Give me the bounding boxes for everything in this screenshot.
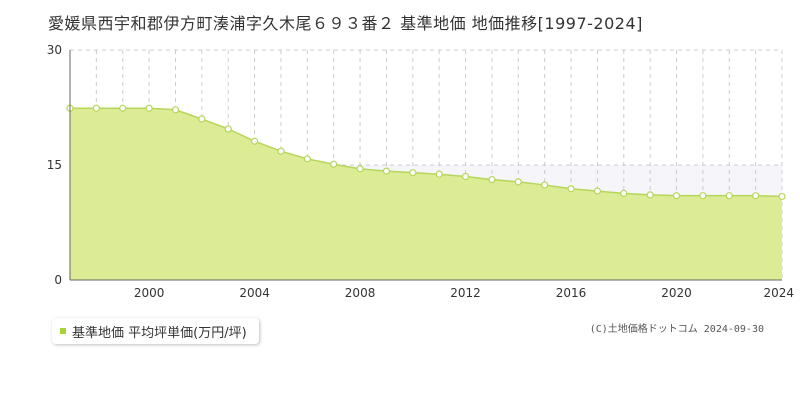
data-point [277,147,285,155]
series-line [70,107,783,198]
x-tick-label: 2004 [239,286,270,300]
data-point [752,192,760,200]
data-point [198,115,206,123]
x-tick-label: 2000 [134,286,165,300]
legend-label: 基準地価 平均坪単価(万円/坪) [72,325,247,341]
data-point [224,125,232,133]
legend: 基準地価 平均坪単価(万円/坪) [52,318,259,344]
data-point [672,192,681,200]
data-point [356,165,364,173]
data-point [514,178,522,186]
data-point [409,169,417,177]
data-point [382,167,391,175]
y-tick-label: 0 [54,273,62,287]
data-point [488,175,496,184]
chart-title: 愛媛県西宇和郡伊方町湊浦字久木尾６９３番２ 基準地価 地価推移[1997-202… [48,14,643,33]
data-point [699,192,707,200]
data-point [778,192,786,201]
data-point [435,170,443,178]
data-point [171,106,180,114]
x-tick-label: 2024 [763,286,794,300]
x-tick-label: 2012 [450,286,481,300]
data-point [567,185,575,193]
data-point [250,137,259,145]
copyright: (C)土地価格ドットコム 2024-09-30 [589,324,764,335]
series-area [70,108,782,281]
x-tick-label: 2020 [661,286,692,300]
x-tick-label: 2008 [345,286,376,300]
data-point [145,104,153,112]
data-point [330,160,338,168]
data-point [303,155,311,163]
data-point [725,192,733,200]
legend-swatch [60,328,66,334]
x-tick-label: 2016 [556,286,587,300]
data-point [119,104,127,112]
data-point [461,172,470,181]
y-tick-label: 30 [47,43,62,57]
data-point [646,191,654,199]
data-point [593,187,602,195]
data-point [541,181,549,189]
data-point [620,189,628,197]
data-point [92,104,100,112]
y-tick-label: 15 [47,158,62,172]
